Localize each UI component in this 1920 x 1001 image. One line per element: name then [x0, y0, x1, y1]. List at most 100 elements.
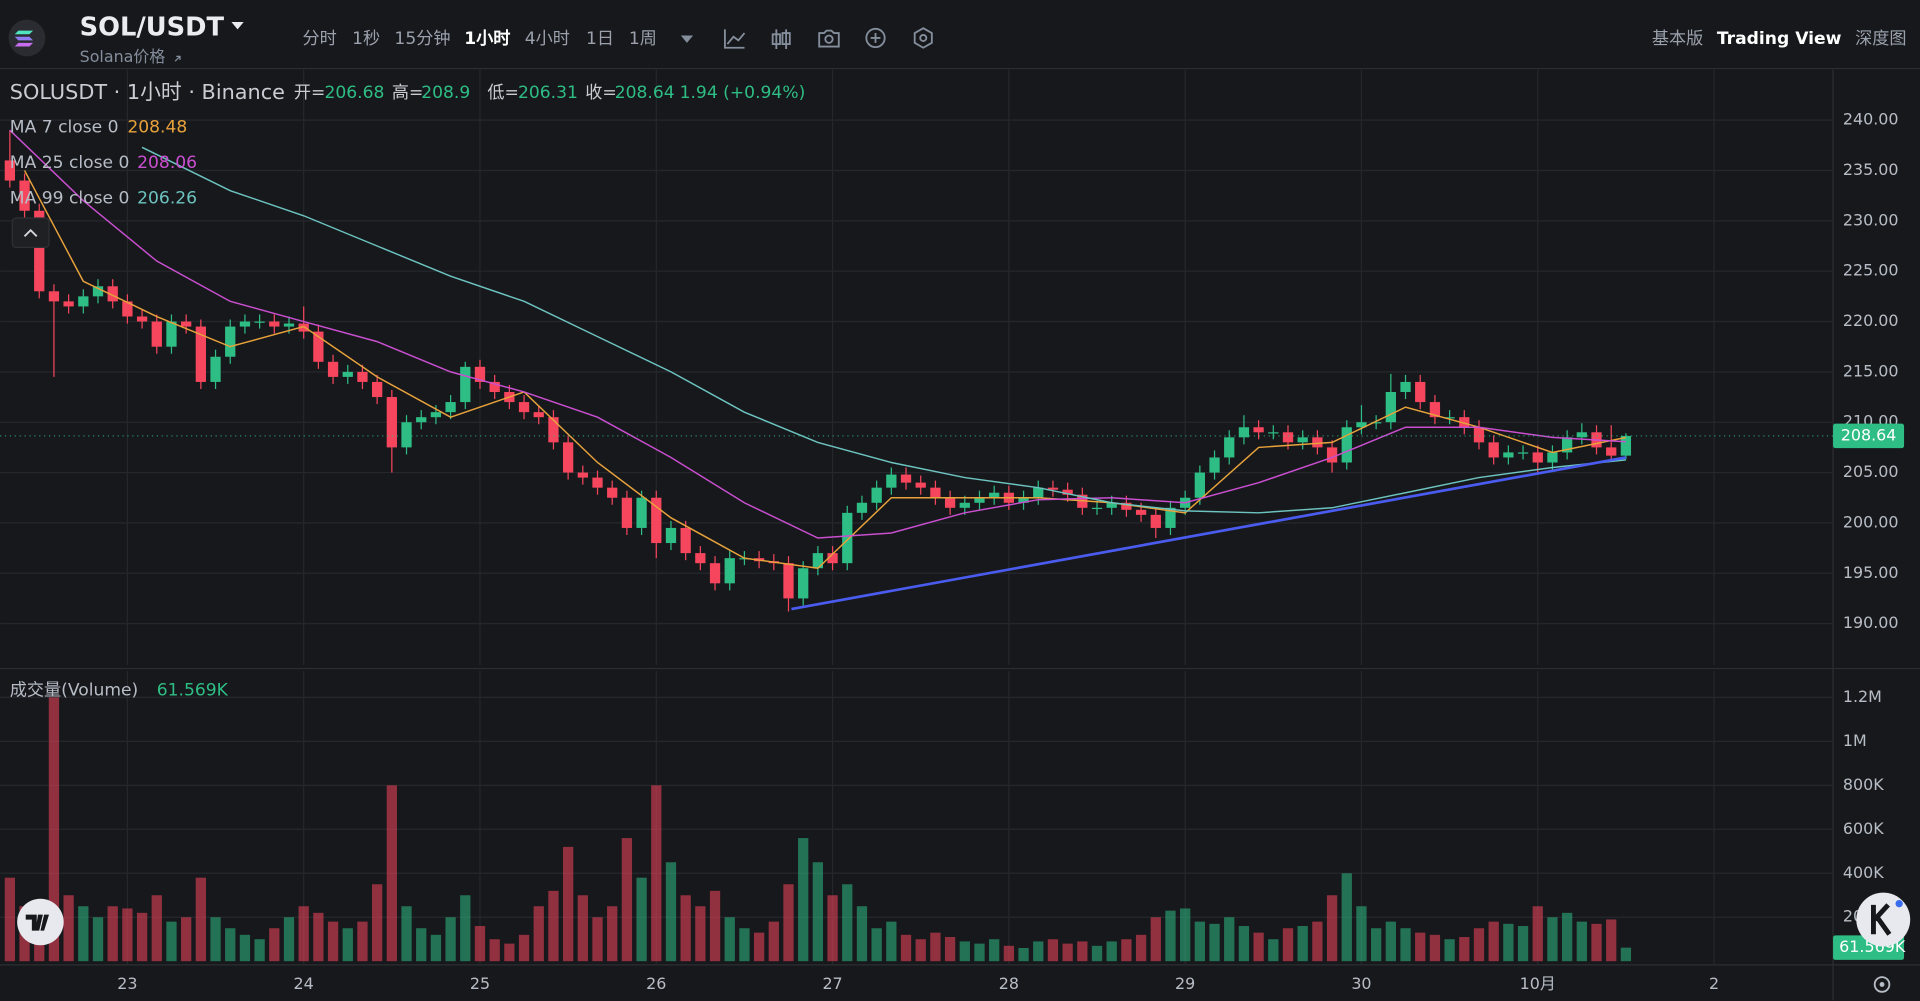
- candle-body: [1444, 417, 1455, 419]
- view-tab[interactable]: Trading View: [1717, 29, 1842, 49]
- symbol[interactable]: SOL/USDT: [80, 13, 225, 43]
- y-tick-label: 240.00: [1843, 110, 1899, 129]
- volume-bar: [915, 939, 926, 962]
- volume-bar: [372, 884, 383, 962]
- candle-body: [225, 326, 236, 357]
- volume-bar: [798, 838, 809, 962]
- y-tick-label: 235.00: [1843, 160, 1899, 179]
- settings-dot: [919, 33, 928, 42]
- candle-icon[interactable]: [771, 29, 791, 49]
- volume-bar: [1620, 947, 1632, 962]
- candle-body: [4, 160, 16, 181]
- candle-body: [283, 323, 295, 327]
- volume-legend-name: 成交量(Volume): [10, 681, 138, 701]
- ma-legend-value: 208.48: [127, 117, 187, 137]
- interval-tab[interactable]: 1小时: [464, 29, 510, 49]
- candle-body: [254, 321, 265, 323]
- ohlc-value: 206.31: [518, 83, 578, 103]
- ohlc-value: 208.64: [615, 83, 675, 103]
- candle-body: [327, 361, 339, 377]
- x-tick-label: 24: [294, 974, 314, 993]
- candle-body: [1253, 427, 1264, 433]
- interval-tab[interactable]: 4小时: [525, 29, 570, 49]
- candle-body: [269, 321, 280, 327]
- candle-body: [298, 323, 309, 332]
- trend-line: [791, 456, 1627, 611]
- volume-bar: [386, 785, 397, 962]
- x-tick-label: 10月: [1520, 974, 1556, 993]
- candle-body: [357, 371, 368, 382]
- candle-body: [1062, 489, 1073, 495]
- volume-bar: [856, 906, 868, 962]
- candle-body: [533, 412, 544, 418]
- volume-bar: [1238, 926, 1250, 962]
- volume-bar: [1341, 873, 1352, 962]
- axis-settings[interactable]: [1873, 976, 1891, 993]
- view-tab[interactable]: 基本版: [1652, 29, 1703, 49]
- candle-body: [122, 301, 133, 317]
- volume-bar: [665, 862, 677, 962]
- candle-body: [1165, 507, 1176, 528]
- add-icon[interactable]: [865, 27, 886, 49]
- volume-bar: [1473, 928, 1485, 962]
- ma-line: [23, 170, 1627, 570]
- volume-bar: [489, 939, 500, 962]
- volume-bar: [1400, 928, 1411, 962]
- candle-body: [1576, 432, 1587, 438]
- volume-tick-label: 1M: [1843, 731, 1867, 750]
- volume-bar: [1312, 921, 1323, 962]
- settings-icon[interactable]: [913, 27, 933, 49]
- candle-body: [1135, 509, 1147, 515]
- interval-tab[interactable]: 15分钟: [394, 29, 450, 49]
- volume-bar: [283, 917, 295, 962]
- candle-body: [989, 492, 1000, 498]
- ma-legend-name: MA 7 close 0: [10, 117, 119, 137]
- volume-bar: [48, 697, 60, 962]
- candle-body: [1503, 452, 1514, 458]
- candle-body: [518, 402, 530, 413]
- candle-body: [1488, 442, 1499, 458]
- interval-dropdown[interactable]: [680, 35, 694, 43]
- tv-logo[interactable]: [17, 898, 64, 946]
- volume-bar: [753, 932, 765, 962]
- camera-icon[interactable]: [818, 29, 840, 48]
- ma-legend-value: 208.06: [137, 153, 197, 173]
- candle-body: [930, 487, 941, 498]
- symbol-dropdown[interactable]: [231, 22, 244, 30]
- volume-bar: [1444, 939, 1455, 962]
- interval-tab[interactable]: 1周: [629, 29, 657, 49]
- y-tick-label: 205.00: [1843, 462, 1899, 481]
- x-tick-label: 29: [1175, 974, 1195, 993]
- candle-body: [915, 482, 926, 488]
- interval-tab[interactable]: 分时: [302, 29, 336, 49]
- candle-body: [1517, 452, 1529, 454]
- candle-body: [842, 512, 853, 564]
- candle-body: [460, 366, 471, 403]
- volume-bar: [1253, 932, 1264, 962]
- symbol-subtitle[interactable]: Solana价格: [80, 47, 166, 66]
- plot-area: 23 24 25 26 27 28 29 30 10月 2 190.00 195.00 200.00 20…: [0, 69, 1920, 1001]
- logo-stripe: [14, 30, 34, 35]
- k-logo[interactable]: [1856, 892, 1911, 947]
- k-logo-circle: [1856, 892, 1911, 947]
- chart-title: SOLUSDT · 1小时 · Binance: [10, 80, 285, 104]
- logo[interactable]: [8, 19, 46, 57]
- candle-body: [1018, 497, 1029, 503]
- volume-bar: [1429, 934, 1441, 962]
- view-tab[interactable]: 深度图: [1855, 29, 1906, 49]
- volume-bar: [1224, 917, 1235, 962]
- collapse-button[interactable]: [11, 217, 50, 248]
- x-tick-label: 26: [646, 974, 666, 993]
- candle-body: [900, 474, 912, 483]
- indicator-icon[interactable]: [723, 29, 746, 49]
- volume-tick-label: 800K: [1843, 775, 1884, 794]
- candle-body: [548, 417, 559, 443]
- interval-tab[interactable]: 1日: [586, 29, 614, 49]
- candle-body: [78, 296, 89, 307]
- interval-tab[interactable]: 1秒: [352, 29, 380, 49]
- volume-bar: [1591, 923, 1602, 962]
- candle-body: [974, 497, 985, 503]
- candle-body: [474, 366, 486, 382]
- volume-bar: [136, 912, 148, 962]
